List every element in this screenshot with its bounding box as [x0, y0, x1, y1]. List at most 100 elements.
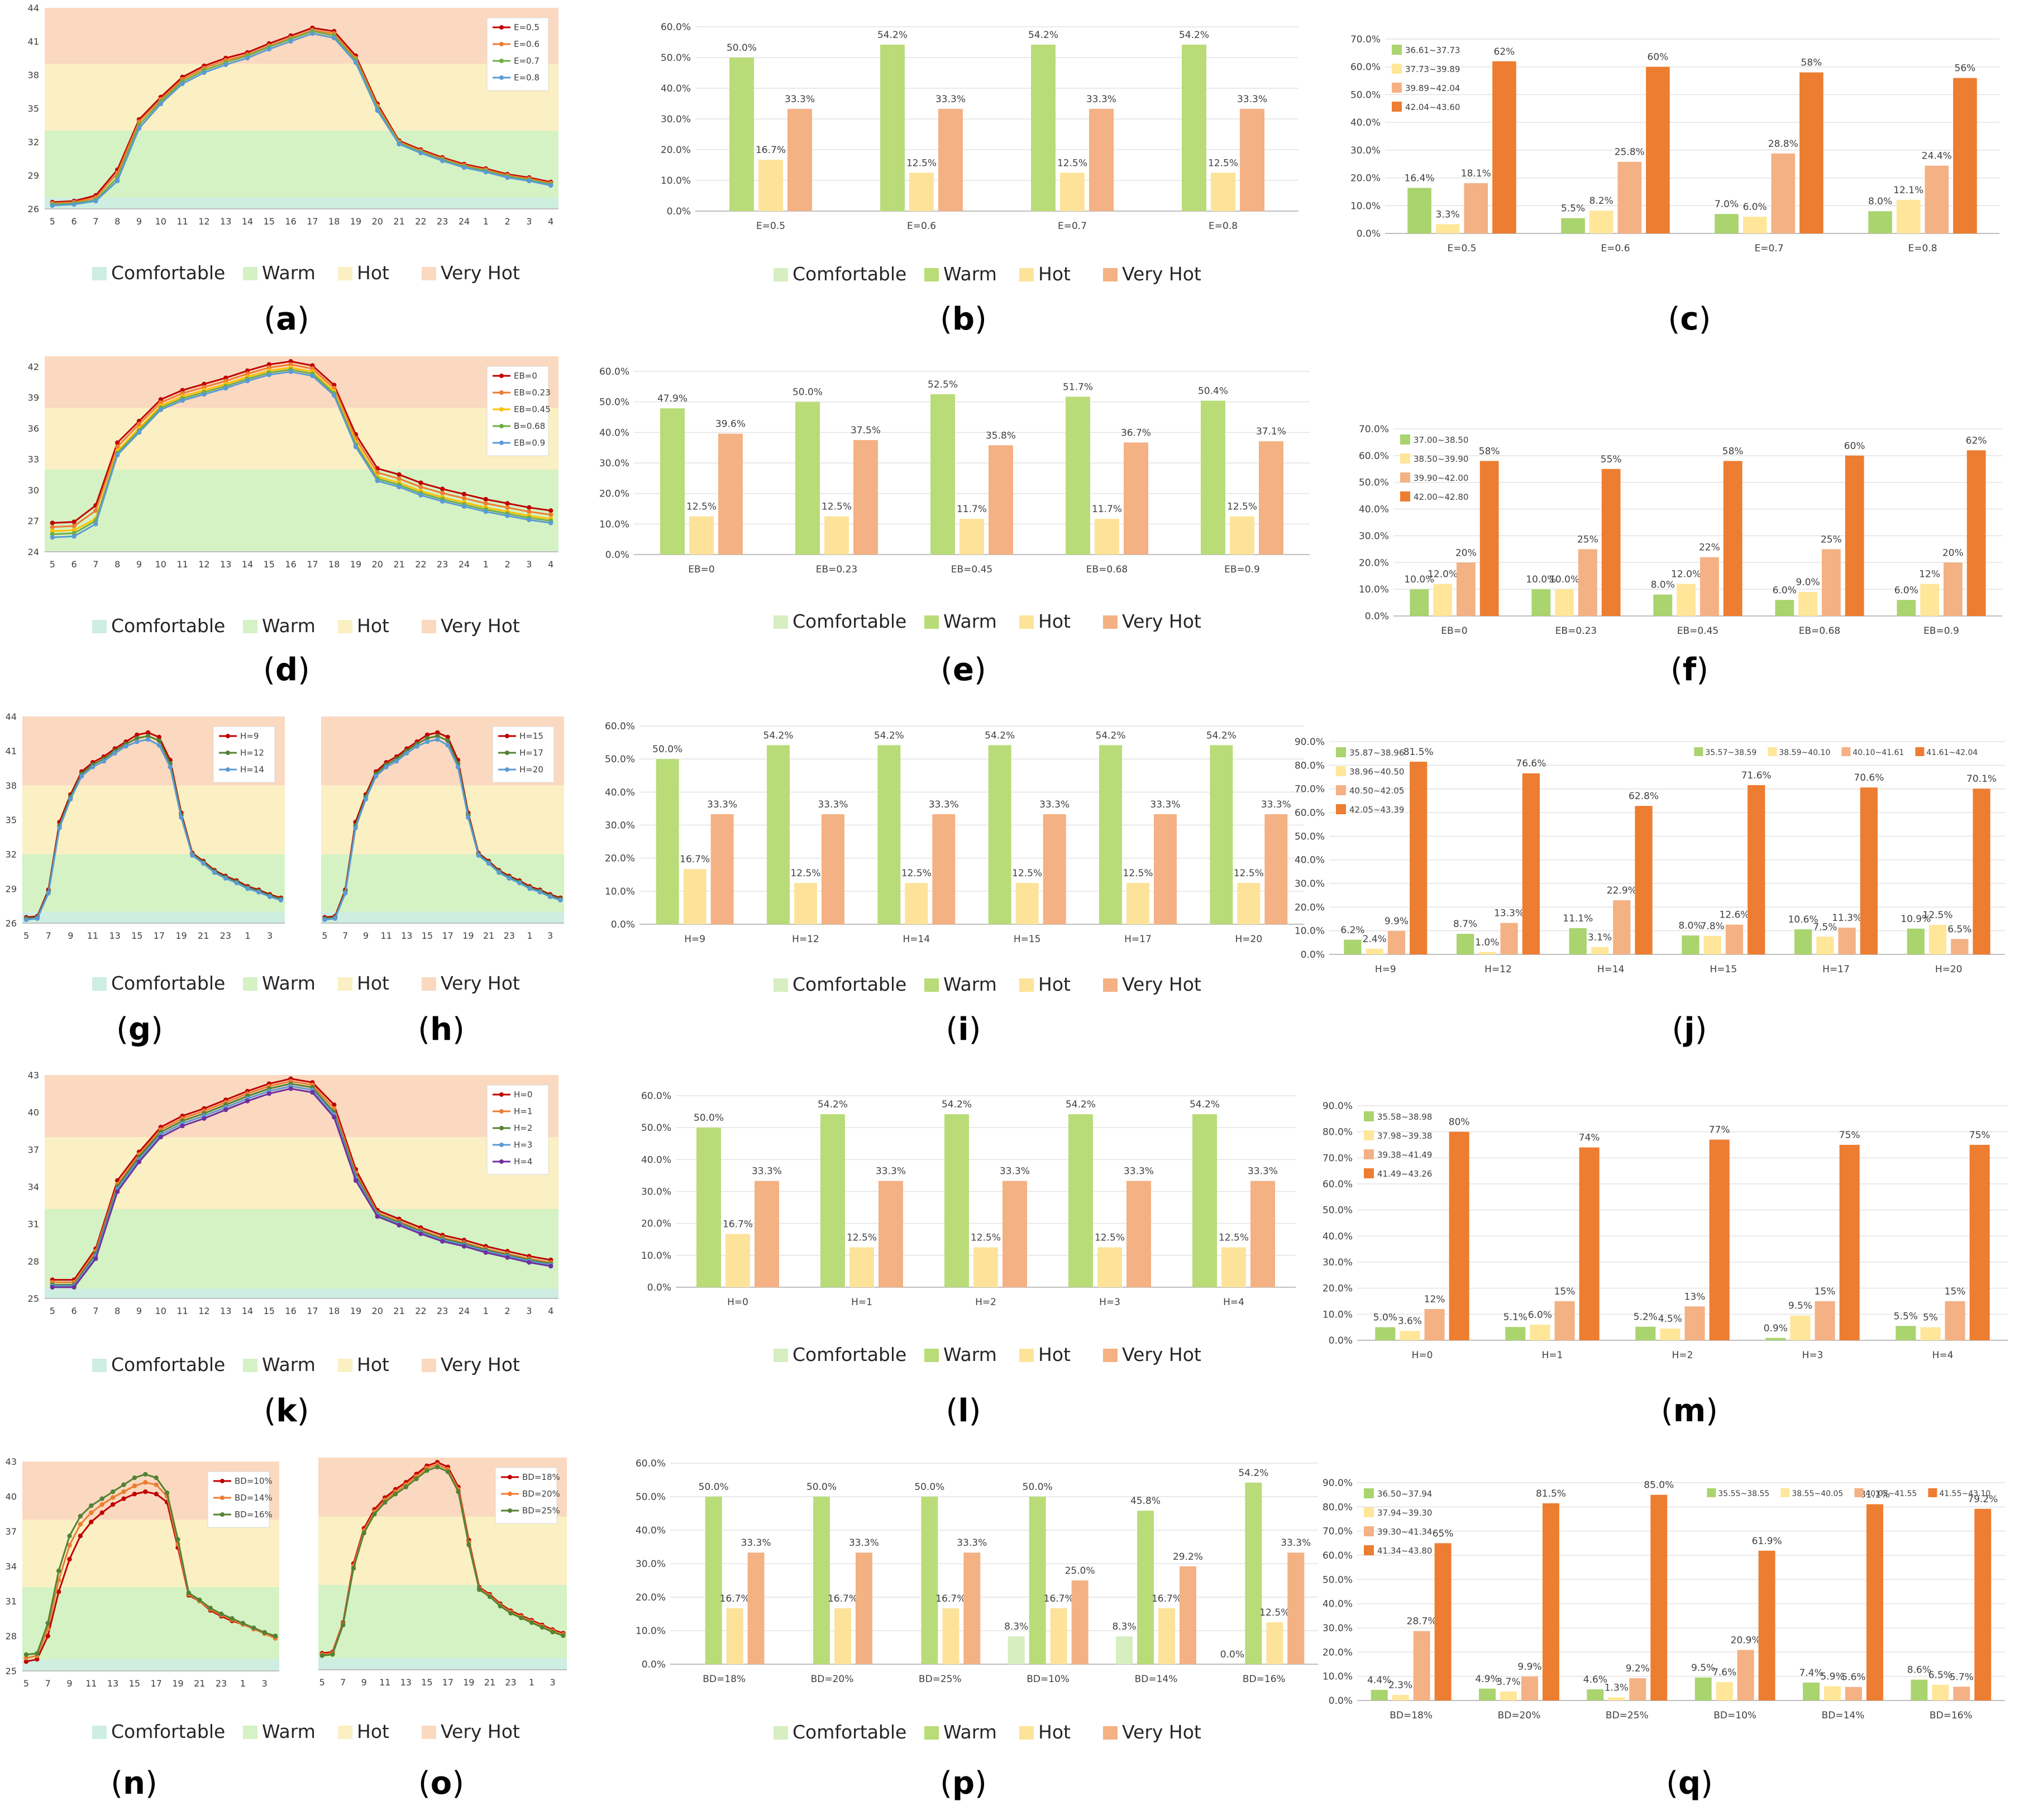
bar-value-label: 81.5% [1536, 1488, 1566, 1499]
bar-value-label: 9.9% [1517, 1661, 1541, 1673]
y-tick-label: 35 [6, 815, 17, 825]
bar [1179, 1566, 1196, 1664]
bar [1221, 1247, 1246, 1287]
bar-value-label: 54.2% [1238, 1468, 1268, 1479]
x-tick-label: 13 [107, 1678, 118, 1689]
bar-value-label: 39.6% [715, 419, 746, 430]
data-point [445, 743, 450, 748]
x-tick-label: 23 [220, 930, 231, 941]
bar-value-label: 6.0% [1773, 585, 1797, 596]
series-line [52, 364, 551, 528]
data-point [440, 158, 445, 164]
data-point [440, 499, 445, 504]
legend-swatch [1364, 1545, 1374, 1555]
data-point [136, 126, 142, 131]
y-tick-label: 28 [28, 1256, 39, 1267]
bar-value-label: 33.3% [929, 799, 959, 810]
y-tick-label: 40.0% [1359, 504, 1389, 515]
bar-value-label: 47.9% [657, 393, 688, 404]
zone-legend-swatch [1103, 1726, 1118, 1740]
bar-value-label: 81.1% [1860, 1489, 1890, 1501]
zone-legend-swatch [92, 620, 107, 633]
zone-legend-label: Very Hot [1122, 973, 1201, 995]
zone-legend-label: Comfortable [111, 972, 225, 994]
bar [1866, 1504, 1883, 1700]
bar [1126, 1181, 1151, 1287]
y-tick-label: 31 [6, 1596, 17, 1607]
zone-legend-label: Warm [262, 972, 316, 994]
x-tick-label: 12 [198, 216, 209, 227]
x-tick-label: 15 [129, 1678, 140, 1689]
x-category-label: BD=14% [1822, 1710, 1865, 1721]
data-point [527, 517, 532, 523]
bar [1095, 519, 1119, 555]
legend-label: BD=20% [522, 1489, 560, 1499]
data-point [288, 1086, 293, 1091]
zone-legend-label: Hot [1038, 610, 1071, 632]
bar-value-label: 7.6% [1712, 1667, 1736, 1678]
x-tick-label: 1 [529, 1677, 534, 1688]
bar-value-label: 33.3% [957, 1537, 987, 1549]
bar [942, 1608, 959, 1664]
x-tick-label: 24 [459, 1306, 470, 1316]
zone-legend-p: Comfortable Warm Hot Very Hot [774, 1721, 1201, 1743]
y-tick-label: 41 [6, 746, 17, 757]
bar-value-label: 5.2% [1634, 1312, 1658, 1323]
bar-value-label: 5.9% [1820, 1671, 1844, 1682]
x-category-label: E=0.5 [756, 221, 785, 232]
bar-value-label: 62% [1966, 435, 1987, 446]
bar [1845, 1687, 1862, 1700]
legend-box [486, 366, 549, 456]
bar-value-label: 52.5% [928, 379, 958, 390]
legend-label: 37.00~38.50 [1414, 435, 1468, 445]
bar-chart-c: 0.0% 10.0% 20.0% 30.0% 40.0% 50.0% 60.0% 70.0% E… [1350, 34, 1999, 254]
legend-marker [499, 441, 504, 445]
y-tick-label: 10.0% [661, 175, 691, 187]
bar [683, 869, 706, 924]
bar [1953, 78, 1977, 233]
legend-label: EB=0.45 [514, 404, 551, 414]
bar [877, 745, 901, 924]
bar-value-label: 54.2% [1096, 730, 1126, 741]
bar-value-label: 12.1% [1893, 185, 1923, 196]
x-tick-label: 9 [363, 930, 369, 941]
zone-legend-swatch [243, 977, 257, 991]
bar [1682, 935, 1699, 954]
bar [1192, 1114, 1217, 1287]
zone-legend-swatch [1019, 1726, 1034, 1740]
data-point [132, 1475, 137, 1480]
y-tick-label: 20.0% [641, 1219, 671, 1230]
zone-legend-swatch [924, 268, 939, 281]
x-category-label: EB=0.23 [816, 564, 858, 575]
x-tick-label: 21 [484, 1677, 495, 1688]
x-tick-label: 5 [50, 216, 55, 227]
y-tick-label: 70.0% [1323, 1526, 1353, 1537]
x-category-label: H=12 [792, 934, 819, 945]
x-category-label: H=1 [851, 1297, 872, 1308]
bar [1464, 183, 1488, 233]
bar [1060, 173, 1085, 211]
y-tick-label: 32 [6, 849, 17, 860]
panel-label-f: (f) [1670, 652, 1708, 688]
data-point [50, 1284, 55, 1290]
bar-value-label: 20% [1455, 547, 1477, 558]
zone-legend-label: Warm [262, 1721, 316, 1742]
bar [1742, 217, 1767, 233]
zone-legend-label: Comfortable [792, 1344, 906, 1365]
data-point [67, 1542, 72, 1548]
x-category-label: H=15 [1014, 934, 1041, 945]
legend-label: H=1 [514, 1106, 532, 1116]
zone-legend-label: Very Hot [1122, 1344, 1201, 1365]
bar-value-label: 50.0% [806, 1482, 837, 1493]
zone-legend-label: Very Hot [441, 615, 520, 637]
data-point [288, 369, 293, 374]
legend2-label: 41.55~43.10 [1939, 1489, 1990, 1498]
bar [1521, 1676, 1538, 1700]
bar [1897, 600, 1916, 616]
x-category-label: E=0.7 [1058, 221, 1087, 232]
y-tick-label: 30.0% [1350, 145, 1381, 156]
data-point [483, 1250, 488, 1255]
data-point [256, 890, 261, 895]
zone-legend-swatch [1019, 1349, 1034, 1362]
